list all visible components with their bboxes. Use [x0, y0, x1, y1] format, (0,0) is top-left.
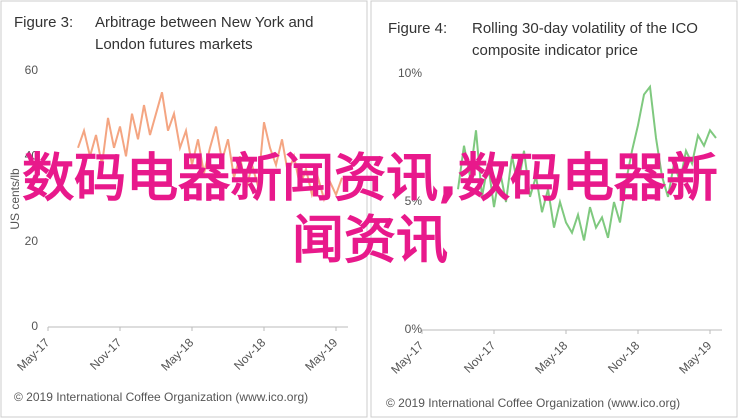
- chart-title: Arbitrage between New York and London fu…: [95, 14, 314, 53]
- line: [77, 92, 343, 203]
- y-tick-label: 20: [25, 234, 39, 248]
- x-tick-label: May-18: [158, 335, 196, 373]
- x-tick-label: May-19: [676, 338, 714, 376]
- x-tick-label: May-17: [388, 338, 426, 376]
- source: © 2019 International Coffee Organization…: [14, 390, 309, 404]
- y-tick-label: 0%: [405, 322, 423, 336]
- y-tick-label: 0: [31, 319, 38, 333]
- y-tick-label: 60: [25, 63, 39, 77]
- x-tick-label: Nov-18: [605, 338, 642, 375]
- y-tick-label: 10%: [398, 66, 422, 80]
- y-axis-label: US cents/lb: [8, 168, 22, 230]
- x-tick-label: Nov-17: [87, 335, 124, 372]
- x-tick-label: May-18: [532, 338, 570, 376]
- line: [457, 84, 717, 241]
- y-tick-label: 5%: [405, 194, 423, 208]
- source: © 2019 International Coffee Organization…: [386, 396, 681, 410]
- x-tick-label: Nov-18: [231, 335, 268, 372]
- panel-border: [0, 0, 368, 418]
- x-tick-label: May-19: [302, 335, 340, 373]
- chart-title: Rolling 30-day volatility of the ICO com…: [472, 20, 698, 59]
- figure-label: Figure 4:: [388, 20, 448, 37]
- overlay-text: 数码电器新闻资讯,数码电器新闻资讯: [22, 149, 718, 271]
- figure-label: Figure 3:: [14, 14, 74, 31]
- x-tick-label: May-17: [14, 335, 52, 373]
- y-tick-label: 40: [25, 149, 39, 163]
- x-tick-label: Nov-17: [461, 338, 498, 375]
- panel-border: [370, 0, 738, 418]
